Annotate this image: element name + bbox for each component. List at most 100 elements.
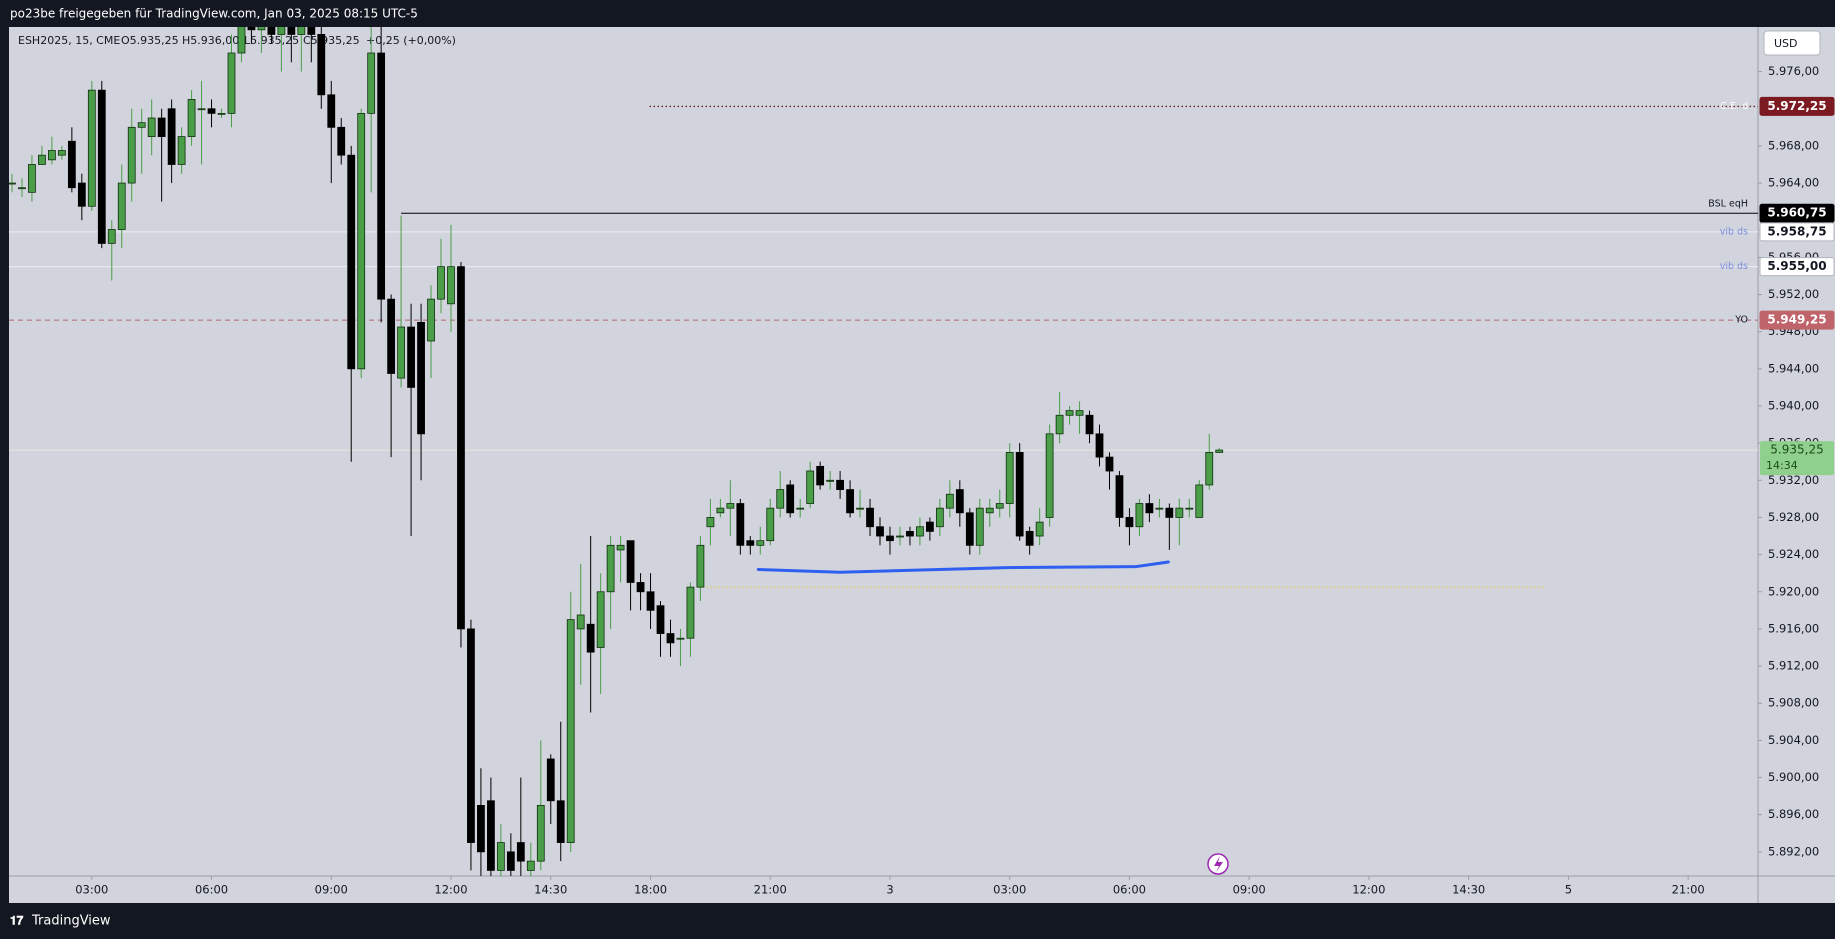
- candle-body: [357, 112, 366, 370]
- x-tick-label: 06:00: [1113, 883, 1146, 897]
- candle-body: [556, 800, 565, 843]
- y-tick-label: 5.908,00: [1768, 696, 1819, 710]
- candle-body: [467, 628, 475, 843]
- y-tick-label: 5.952,00: [1768, 287, 1819, 301]
- candle-body: [796, 507, 805, 510]
- x-tick-label: 03:00: [75, 883, 108, 897]
- x-tick-label: 09:00: [1233, 883, 1266, 897]
- candle-body: [147, 117, 156, 138]
- candle-body: [806, 470, 815, 504]
- candle-body: [427, 298, 435, 342]
- candle-body: [1175, 507, 1184, 518]
- x-tick-label: 12:00: [434, 883, 467, 897]
- candle-body: [457, 266, 465, 630]
- candle-body: [766, 507, 775, 542]
- candle-body: [297, 27, 306, 35]
- candle-body: [696, 544, 705, 588]
- candle-body: [616, 544, 625, 551]
- candle-body: [576, 614, 585, 630]
- currency-button[interactable]: [1763, 30, 1821, 56]
- candle-body: [746, 540, 755, 546]
- candle-body: [217, 112, 226, 115]
- candle-body: [277, 27, 286, 35]
- level-price-label: 5.949,25: [1767, 313, 1826, 327]
- candle-body: [1025, 530, 1034, 546]
- candle-body: [1135, 503, 1144, 528]
- candle-body: [836, 479, 844, 490]
- candle-body: [38, 154, 46, 165]
- candle-body: [18, 187, 26, 190]
- candle-body: [1005, 452, 1014, 504]
- candle-body: [686, 586, 695, 639]
- level-name: vib ds: [1720, 261, 1748, 272]
- candle-body: [1145, 503, 1154, 514]
- level-price-box: [1759, 257, 1835, 277]
- level-price-box: [1759, 96, 1835, 116]
- level-price-label: 5.958,75: [1767, 224, 1826, 238]
- level-name: BSL eqH: [1708, 199, 1748, 210]
- candle-body: [177, 136, 186, 165]
- candle-body: [347, 154, 356, 370]
- y-tick-label: 5.932,00: [1768, 473, 1819, 487]
- x-tick-label: 5: [1565, 883, 1572, 897]
- candle-body: [656, 605, 665, 634]
- candle-body: [1185, 507, 1194, 510]
- y-tick-label: 5.896,00: [1768, 807, 1819, 821]
- y-tick-label: 5.904,00: [1768, 733, 1819, 747]
- candle-body: [367, 52, 376, 114]
- y-tick-label: 5.916,00: [1768, 621, 1819, 635]
- y-tick-label: 5.968,00: [1768, 138, 1819, 152]
- candle-body: [327, 94, 336, 128]
- candle-body: [826, 479, 835, 482]
- level-price-box: [1759, 310, 1835, 330]
- candle-body: [97, 89, 106, 244]
- candle-body: [1045, 433, 1054, 518]
- candle-body: [417, 321, 425, 435]
- candle-body: [1205, 452, 1214, 486]
- candle-body: [726, 503, 735, 509]
- candle-body: [866, 507, 874, 528]
- candle-body: [1155, 507, 1164, 510]
- candle-body: [1015, 452, 1024, 537]
- footer-brand: TradingView: [31, 914, 111, 929]
- x-tick-label: 14:30: [534, 883, 567, 897]
- candle-body: [646, 591, 655, 611]
- blue-line: [756, 560, 1170, 574]
- candle-body: [736, 503, 745, 546]
- candle-body: [1115, 475, 1124, 518]
- x-tick-label: 06:00: [195, 883, 228, 897]
- current-price-box: [1760, 441, 1834, 476]
- candle-body: [1105, 456, 1114, 472]
- plot-layer: [9, 27, 1758, 876]
- candle-body: [856, 507, 864, 510]
- x-tick-label: 21:00: [1672, 883, 1705, 897]
- candle-body: [337, 126, 346, 156]
- candle-body: [985, 507, 994, 514]
- level-price-label: 5.960,75: [1767, 206, 1826, 220]
- candle-body: [1055, 414, 1064, 435]
- candle-body: [516, 842, 525, 862]
- candle-body: [975, 507, 984, 546]
- time-axis: [9, 876, 1758, 903]
- x-tick-label: 03:00: [993, 883, 1026, 897]
- candle-body: [397, 326, 405, 379]
- candle-body: [197, 108, 206, 111]
- countdown: 14:34: [1766, 459, 1798, 472]
- candle-body: [526, 860, 535, 871]
- x-tick-label: 09:00: [315, 883, 348, 897]
- candle-body: [307, 27, 316, 35]
- logo-mark: 𝟏𝟕: [10, 914, 24, 928]
- candle-body: [1065, 410, 1074, 416]
- candle-body: [506, 851, 515, 871]
- candle-body: [896, 535, 904, 538]
- x-tick-label: 14:30: [1452, 883, 1485, 897]
- x-tick-label: 18:00: [634, 883, 667, 897]
- y-tick-label: 5.892,00: [1768, 844, 1819, 858]
- y-tick-label: 5.944,00: [1768, 361, 1819, 375]
- candle-body: [706, 517, 715, 528]
- candle-body: [716, 507, 725, 514]
- currency[interactable]: USD: [1774, 37, 1798, 50]
- level-name: vib ds: [1720, 226, 1748, 237]
- y-tick-label: 5.964,00: [1768, 176, 1819, 190]
- candle-body: [756, 540, 765, 546]
